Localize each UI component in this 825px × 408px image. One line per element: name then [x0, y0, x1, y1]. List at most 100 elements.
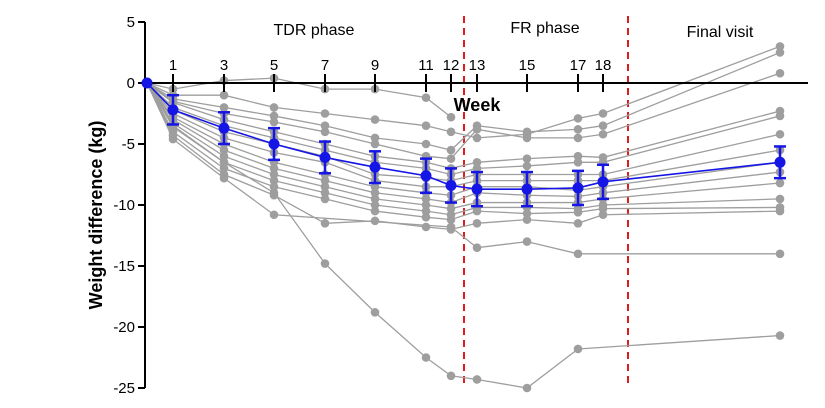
individual-point — [421, 222, 431, 232]
mean-point — [471, 183, 483, 195]
individual-point — [219, 103, 229, 112]
individual-point — [472, 133, 482, 143]
individual-point — [269, 117, 279, 127]
y-tick-label: 5 — [127, 14, 135, 31]
mean-point — [218, 122, 230, 134]
individual-point — [522, 161, 532, 171]
individual-point — [320, 188, 330, 198]
individual-point — [421, 206, 431, 216]
individual-point — [269, 103, 279, 112]
individual-point — [775, 129, 785, 139]
individual-point — [472, 164, 482, 173]
individual-point — [446, 145, 456, 155]
mean-point — [445, 179, 457, 191]
individual-point — [370, 308, 380, 317]
individual-point — [269, 210, 279, 220]
mean-point — [369, 161, 381, 173]
individual-point — [421, 212, 431, 222]
individual-point — [446, 371, 456, 381]
y-tick-label: -15 — [113, 258, 135, 275]
mean-point — [167, 104, 179, 116]
individual-point — [320, 127, 330, 137]
x-tick-label: 15 — [519, 57, 536, 74]
x-tick-label: 9 — [371, 57, 379, 74]
individual-point — [573, 249, 583, 259]
individual-point — [421, 194, 431, 204]
individual-point — [370, 216, 380, 226]
individual-point — [522, 383, 532, 393]
individual-point — [219, 145, 229, 155]
individual-point — [573, 219, 583, 228]
individual-point — [472, 219, 482, 228]
individual-point — [370, 206, 380, 216]
individual-point — [446, 204, 456, 213]
individual-point — [598, 109, 608, 118]
x-tick-label: 11 — [418, 57, 434, 74]
individual-point — [421, 121, 431, 130]
labels: Weight difference (kg) Week TDR phase FR… — [86, 20, 754, 309]
individual-point — [775, 42, 785, 51]
x-tick-label: 17 — [570, 57, 587, 74]
mean-point — [420, 170, 432, 182]
phase-label-final: Final visit — [687, 24, 754, 41]
individual-point — [598, 121, 608, 130]
individual-point — [446, 222, 456, 232]
individual-line-16 — [146, 82, 781, 389]
x-tick-label: 3 — [220, 57, 228, 74]
mean-point — [572, 182, 584, 194]
phase-label-tdr: TDR phase — [274, 22, 355, 39]
individual-point — [370, 182, 380, 191]
y-tick-label: -10 — [113, 197, 135, 214]
individual-point — [269, 111, 279, 121]
mean-point — [268, 138, 280, 150]
individual-point — [522, 133, 532, 143]
individual-point — [446, 112, 456, 122]
individual-point — [421, 353, 431, 362]
individual-point — [269, 176, 279, 185]
individual-point — [598, 129, 608, 139]
individual-point — [370, 115, 380, 124]
individual-point — [472, 375, 482, 384]
phase-label-fr: FR phase — [510, 20, 579, 37]
mean-point — [774, 156, 786, 168]
individual-point — [775, 111, 785, 121]
axes: 50-5-10-15-20-251 3 5 7 9 11 12 13 15 17 18 — [113, 14, 808, 397]
individual-point — [269, 164, 279, 173]
individual-point — [522, 127, 532, 137]
mean-point — [521, 183, 533, 195]
individual-point — [421, 200, 431, 210]
y-axis-title: Weight difference (kg) — [86, 121, 106, 310]
mean-point — [597, 176, 609, 188]
individual-point — [219, 151, 229, 161]
y-tick-label: -5 — [122, 136, 135, 153]
individual-point — [219, 90, 229, 100]
individual-point — [219, 164, 229, 173]
x-axis-title: Week — [454, 95, 502, 115]
individual-point — [522, 209, 532, 218]
x-tick-label: 1 — [169, 57, 177, 74]
individual-point — [573, 133, 583, 143]
x-tick-label: 13 — [469, 57, 486, 74]
individual-point — [573, 114, 583, 123]
individual-point — [269, 182, 279, 191]
individual-point — [775, 206, 785, 216]
individual-point — [573, 151, 583, 161]
individual-point — [573, 125, 583, 134]
individual-point — [370, 139, 380, 149]
individual-point — [573, 158, 583, 167]
individual-point — [219, 173, 229, 183]
individual-point — [598, 210, 608, 220]
individual-point — [522, 237, 532, 246]
y-tick-label: -20 — [113, 319, 135, 336]
individual-point — [472, 243, 482, 252]
individual-point — [446, 154, 456, 163]
individual-point — [421, 139, 431, 149]
individual-point — [472, 158, 482, 167]
individual-point — [775, 249, 785, 259]
individual-point — [775, 331, 785, 340]
individual-point — [421, 93, 431, 102]
individual-point — [168, 134, 178, 144]
individual-point — [775, 68, 785, 78]
individual-point — [370, 200, 380, 210]
individual-point — [472, 125, 482, 134]
